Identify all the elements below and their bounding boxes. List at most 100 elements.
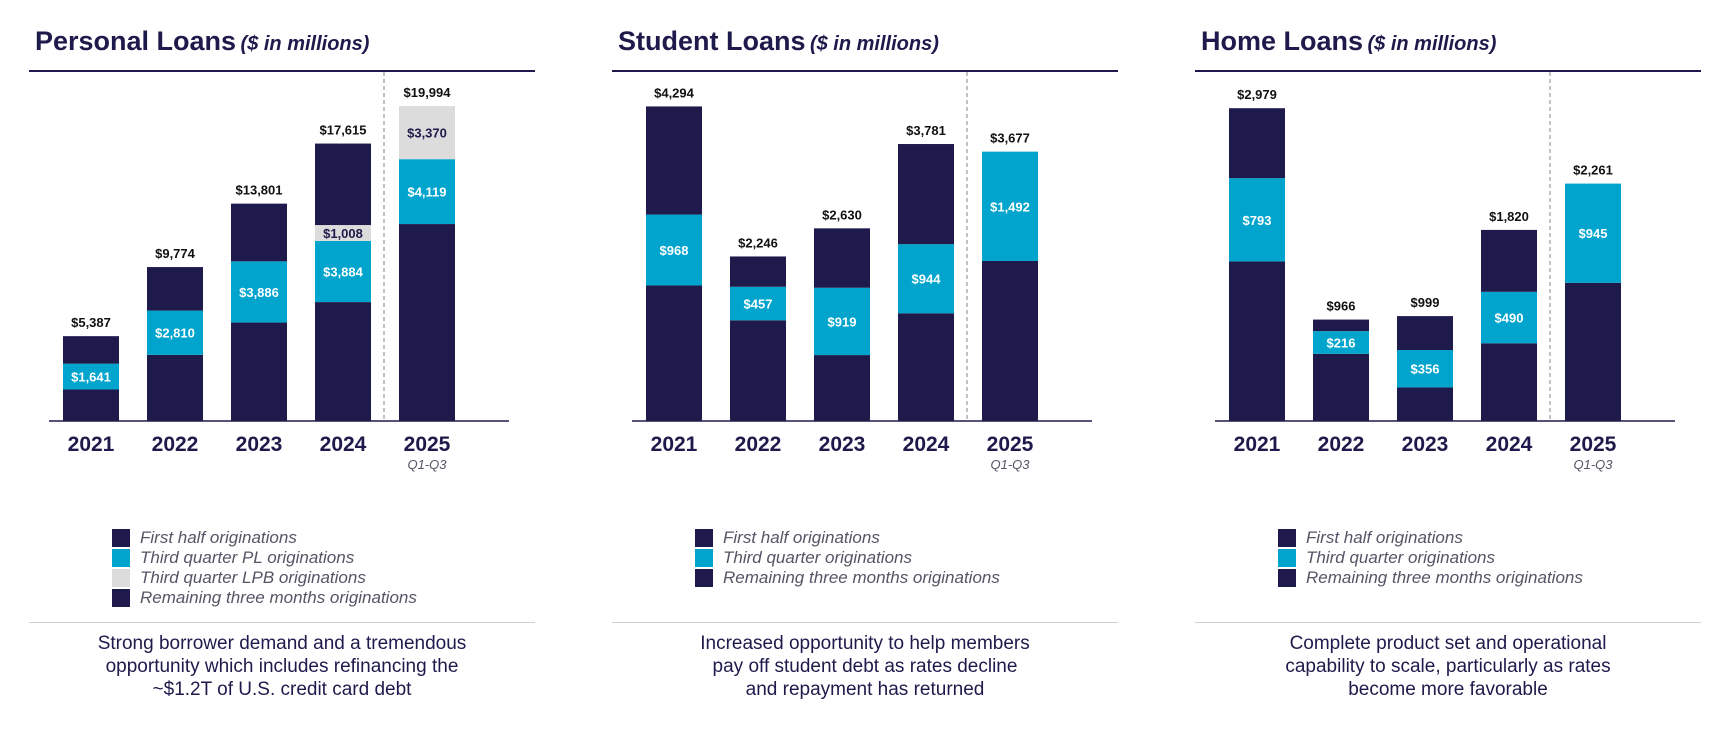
year-label: 2024: [320, 433, 367, 456]
bar-segment: [231, 203, 287, 262]
bar-segment: [982, 260, 1038, 421]
total-label: $1,820: [1489, 209, 1529, 224]
bar-segment: [315, 225, 371, 241]
bar-segment: [63, 389, 119, 421]
segment-label: $356: [1411, 362, 1440, 377]
bar-segment: [982, 151, 1038, 261]
year-label: 2022: [735, 433, 782, 456]
panel-title: Personal Loans ($ in millions): [35, 26, 369, 57]
panel-caption: Strong borrower demand and a tremendous …: [29, 632, 535, 701]
period-note: Q1-Q3: [990, 457, 1030, 472]
bar-segment: [1313, 319, 1369, 332]
bar-segment: [147, 354, 203, 421]
legend-label: First half originations: [140, 528, 297, 547]
year-label: 2023: [1402, 433, 1449, 456]
legend-label: Third quarter PL originations: [140, 548, 355, 567]
year-label: 2021: [1234, 433, 1281, 456]
title-divider: [29, 70, 535, 72]
panel-title-sub: ($ in millions): [240, 33, 370, 55]
bar-segment: [1313, 331, 1369, 354]
student-loans-panel: Student Loans ($ in millions) $968 $4,294…: [612, 0, 1118, 734]
total-label: $2,261: [1573, 163, 1613, 178]
caption-line: capability to scale, particularly as rat…: [1285, 656, 1611, 677]
year-label: 2025: [987, 433, 1034, 456]
legend-swatch: [1278, 529, 1296, 547]
title-divider: [1195, 70, 1701, 72]
bar-segment: [730, 256, 786, 287]
bar-segment: [1313, 353, 1369, 421]
period-note: Q1-Q3: [1573, 457, 1613, 472]
year-label: 2023: [819, 433, 866, 456]
total-label: $3,677: [990, 131, 1030, 146]
year-label: 2025: [404, 433, 451, 456]
segment-label: $3,370: [407, 126, 447, 141]
panel-caption: Increased opportunity to help members pa…: [612, 632, 1118, 701]
legend-swatch: [1278, 549, 1296, 567]
bar-segment: [814, 355, 870, 421]
legend-label: Third quarter LPB originations: [140, 568, 366, 587]
legend-item: First half originations: [1278, 528, 1583, 548]
segment-label: $2,810: [155, 326, 195, 341]
segment-label: $3,884: [323, 265, 364, 280]
total-label: $966: [1327, 299, 1356, 314]
legend-item: Third quarter originations: [1278, 548, 1583, 568]
panel-title-main: Personal Loans: [35, 26, 237, 56]
legend-item: First half originations: [112, 528, 417, 548]
legend-item: Remaining three months originations: [695, 568, 1000, 588]
year-label: 2021: [68, 433, 115, 456]
year-label: 2022: [152, 433, 199, 456]
bar-segment: [898, 244, 954, 314]
bar-segment: [1229, 108, 1285, 179]
bar-segment: [315, 143, 371, 226]
bar-segment: [1565, 183, 1621, 283]
caption-line: Strong borrower demand and a tremendous: [97, 633, 467, 654]
bar-segment: [814, 287, 870, 356]
bar-segment: [63, 363, 119, 390]
chart-legend: First half originations Third quarter PL…: [112, 528, 417, 608]
legend-label: Remaining three months originations: [140, 588, 417, 607]
legend-swatch: [112, 569, 130, 587]
bar-segment: [1229, 178, 1285, 262]
legend-label: First half originations: [723, 528, 880, 547]
caption-divider: [1195, 622, 1701, 623]
total-label: $2,979: [1237, 87, 1277, 102]
caption-line: opportunity which includes refinancing t…: [105, 656, 459, 677]
segment-label: $968: [660, 243, 689, 258]
legend-item: Remaining three months originations: [112, 588, 417, 608]
segment-label: $1,008: [323, 226, 363, 241]
legend-item: Remaining three months originations: [1278, 568, 1583, 588]
segment-label: $490: [1495, 311, 1524, 326]
legend-label: Remaining three months originations: [1306, 568, 1583, 587]
segment-label: $944: [912, 272, 942, 287]
bar-segment: [1481, 291, 1537, 344]
legend-swatch: [695, 529, 713, 547]
panel-title: Home Loans ($ in millions): [1201, 26, 1496, 57]
segment-label: $919: [828, 314, 857, 329]
legend-label: First half originations: [1306, 528, 1463, 547]
total-label: $2,246: [738, 235, 778, 250]
personal-loans-chart: $1,641 $5,387 2021 $2,810 $9,774 2022 $3,886 $1…: [49, 72, 509, 472]
caption-line: Complete product set and operational: [1289, 633, 1607, 654]
year-label: 2024: [1486, 433, 1533, 456]
segment-label: $793: [1243, 213, 1272, 228]
total-label: $999: [1411, 295, 1440, 310]
bar-segment: [231, 261, 287, 323]
legend-label: Third quarter originations: [723, 548, 912, 567]
caption-line: ~$1.2T of U.S. credit card debt: [152, 679, 412, 700]
legend-swatch: [112, 529, 130, 547]
year-label: 2024: [903, 433, 950, 456]
legend-item: First half originations: [695, 528, 1000, 548]
bar-segment: [1397, 350, 1453, 388]
bar-segment: [315, 240, 371, 303]
legend-swatch: [695, 569, 713, 587]
bar-segment: [147, 310, 203, 355]
legend-swatch: [1278, 569, 1296, 587]
bar-segment: [814, 228, 870, 288]
bar-segment: [399, 106, 455, 160]
panel-caption: Complete product set and operational cap…: [1195, 632, 1701, 701]
panel-title-sub: ($ in millions): [809, 33, 939, 55]
bar-segment: [231, 322, 287, 421]
caption-line: Increased opportunity to help members: [700, 633, 1030, 654]
bar-segment: [898, 144, 954, 245]
segment-label: $945: [1579, 226, 1608, 241]
